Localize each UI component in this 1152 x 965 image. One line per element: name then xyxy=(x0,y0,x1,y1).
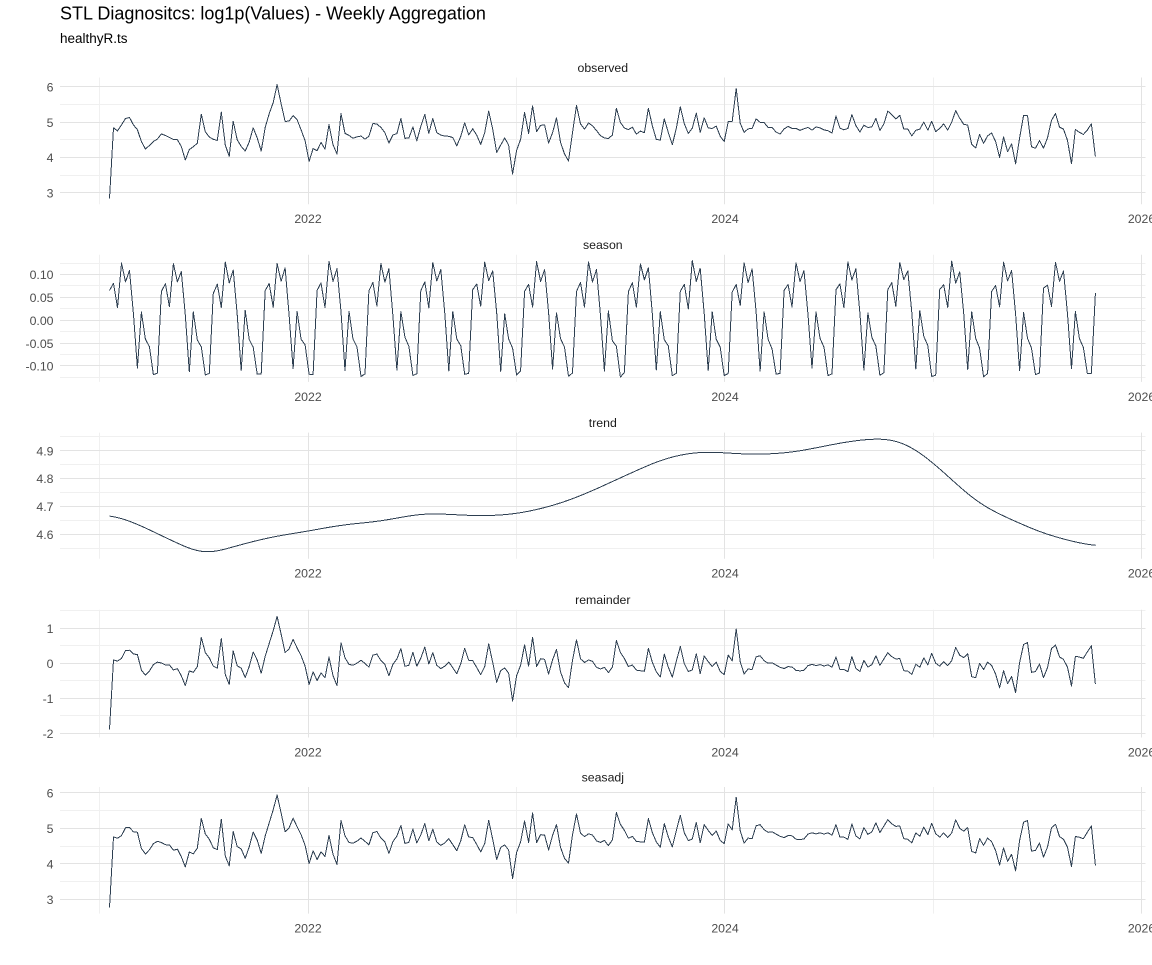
svg-text:2024: 2024 xyxy=(711,212,739,226)
svg-text:2026: 2026 xyxy=(1128,746,1152,760)
svg-text:0.05: 0.05 xyxy=(30,291,54,305)
svg-text:2026: 2026 xyxy=(1128,390,1152,404)
svg-text:-0.05: -0.05 xyxy=(25,337,53,351)
svg-text:-2: -2 xyxy=(43,727,54,741)
svg-text:4.7: 4.7 xyxy=(36,500,53,514)
svg-text:3: 3 xyxy=(47,187,54,201)
svg-text:seasadj: seasadj xyxy=(582,770,624,784)
svg-text:6: 6 xyxy=(47,786,54,800)
svg-text:observed: observed xyxy=(578,61,629,75)
svg-text:0: 0 xyxy=(47,657,54,671)
svg-text:5: 5 xyxy=(47,822,54,836)
svg-text:season: season xyxy=(583,238,623,252)
svg-text:3: 3 xyxy=(47,893,54,907)
svg-text:2022: 2022 xyxy=(294,922,322,936)
svg-text:2026: 2026 xyxy=(1128,922,1152,936)
svg-text:remainder: remainder xyxy=(575,593,630,607)
svg-text:2022: 2022 xyxy=(294,212,322,226)
svg-text:2026: 2026 xyxy=(1128,567,1152,581)
svg-text:4.9: 4.9 xyxy=(36,444,53,458)
svg-text:4.6: 4.6 xyxy=(36,528,53,542)
svg-text:healthyR.ts: healthyR.ts xyxy=(60,31,128,46)
svg-text:2024: 2024 xyxy=(711,746,739,760)
svg-text:5: 5 xyxy=(47,116,54,130)
svg-text:-0.10: -0.10 xyxy=(25,360,53,374)
svg-text:4: 4 xyxy=(47,151,54,165)
svg-text:4.8: 4.8 xyxy=(36,472,53,486)
svg-text:-1: -1 xyxy=(43,692,54,706)
svg-text:2026: 2026 xyxy=(1128,212,1152,226)
svg-text:trend: trend xyxy=(589,416,617,430)
svg-text:0.10: 0.10 xyxy=(30,268,54,282)
svg-text:2022: 2022 xyxy=(294,567,322,581)
svg-text:0.00: 0.00 xyxy=(30,314,54,328)
svg-text:STL Diagnositcs: log1p(Values): STL Diagnositcs: log1p(Values) - Weekly … xyxy=(60,4,486,24)
svg-text:4: 4 xyxy=(47,858,54,872)
svg-text:6: 6 xyxy=(47,80,54,94)
svg-text:2022: 2022 xyxy=(294,390,322,404)
svg-text:2022: 2022 xyxy=(294,746,322,760)
svg-text:2024: 2024 xyxy=(711,567,739,581)
svg-text:2024: 2024 xyxy=(711,922,739,936)
svg-text:1: 1 xyxy=(47,622,54,636)
svg-text:2024: 2024 xyxy=(711,390,739,404)
